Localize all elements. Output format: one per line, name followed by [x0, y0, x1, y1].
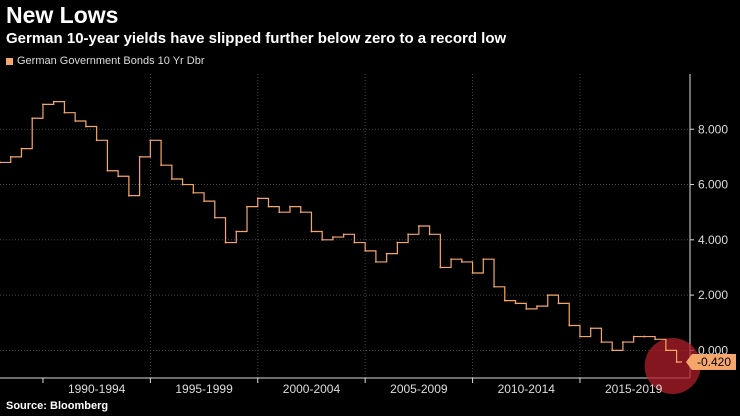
data-point: [289, 205, 291, 208]
data-point: [375, 261, 377, 263]
data-point: [471, 272, 474, 274]
data-point: [417, 225, 420, 227]
series-layer: [0, 100, 682, 363]
y-tick-label: 8.000: [698, 122, 728, 136]
data-point: [568, 324, 571, 327]
data-point: [138, 156, 141, 158]
data-point: [546, 294, 549, 296]
data-point: [95, 139, 98, 142]
data-point: [52, 100, 55, 103]
chart-subtitle: German 10-year yields have slipped furth…: [6, 30, 507, 47]
data-point: [20, 147, 23, 150]
y-tick-label: 0.000: [698, 343, 728, 357]
x-tick-label: 1995-1999: [175, 382, 233, 396]
last-value-box: [692, 353, 736, 370]
data-point: [74, 120, 77, 122]
data-point: [664, 349, 667, 352]
data-point: [9, 156, 12, 158]
data-point: [63, 111, 66, 114]
data-point: [127, 194, 130, 197]
x-tick-label: 2015-2019: [605, 382, 663, 396]
chart-title: New Lows: [6, 2, 119, 28]
data-point: [0, 161, 1, 164]
axes: [0, 74, 694, 383]
data-point: [525, 308, 528, 310]
last-value-pointer: [686, 353, 692, 370]
last-value-text: -0.420: [697, 355, 731, 369]
data-point: [213, 216, 216, 219]
x-tick-label: 2010-2014: [498, 382, 556, 396]
x-tick-label: 2005-2009: [390, 382, 448, 396]
gridlines: [0, 74, 690, 378]
y-tick-label: 2.000: [698, 288, 728, 302]
data-point: [622, 341, 624, 343]
data-point: [203, 200, 205, 203]
data-point: [654, 338, 657, 341]
data-point: [450, 258, 452, 261]
y-tick-labels: 8.000 6.000 4.000 2.000 0.000: [698, 122, 728, 357]
data-point: [589, 327, 592, 330]
data-point: [460, 261, 463, 263]
record-low-highlight: [644, 337, 701, 394]
data-point: [611, 349, 614, 352]
data-point: [342, 233, 345, 236]
data-point: [117, 175, 120, 178]
legend-label: German Government Bonds 10 Yr Dbr: [17, 55, 205, 67]
data-point: [536, 305, 538, 308]
data-point: [224, 241, 227, 244]
data-point: [42, 103, 44, 106]
data-point: [385, 252, 388, 255]
data-point: [85, 125, 87, 128]
source-note: Source: Bloomberg: [6, 400, 109, 412]
last-value-label: -0.420: [686, 353, 736, 370]
data-point: [439, 266, 442, 269]
x-tick-label: 1990-1994: [68, 382, 126, 396]
data-point: [643, 335, 646, 338]
data-point: [181, 183, 184, 186]
legend-swatch: [6, 57, 13, 65]
data-point: [310, 230, 313, 233]
y-tick-label: 4.000: [698, 233, 728, 247]
data-point: [503, 299, 506, 302]
data-point: [321, 238, 324, 241]
data-point: [235, 230, 238, 233]
data-point: [482, 258, 485, 261]
x-tick-labels: 1990-1994 1995-1999 2000-2004 2005-2009 2010…: [68, 382, 663, 396]
x-tick-label: 2000-2004: [283, 382, 341, 396]
data-point: [267, 205, 270, 208]
data-point: [106, 169, 109, 172]
data-point: [396, 241, 399, 244]
data-point: [31, 117, 34, 120]
record-low-circle: [644, 337, 701, 394]
data-point: [579, 335, 581, 338]
data-point: [353, 241, 356, 244]
data-point: [299, 211, 302, 214]
data-point: [428, 233, 431, 236]
data-point: [675, 361, 678, 363]
data-point: [364, 249, 367, 252]
series-line: [0, 101, 682, 363]
y-tick-label: 6.000: [698, 178, 728, 192]
data-point: [600, 341, 603, 343]
data-point: [514, 302, 517, 305]
data-point: [407, 233, 410, 236]
data-point: [192, 191, 195, 194]
data-point: [170, 178, 173, 180]
data-point: [493, 285, 495, 288]
data-point: [332, 236, 334, 238]
legend: German Government Bonds 10 Yr Dbr: [6, 55, 205, 67]
data-point: [278, 211, 281, 214]
data-point: [149, 139, 152, 142]
data-point: [246, 205, 248, 208]
data-point: [557, 302, 560, 305]
data-point: [632, 335, 635, 338]
data-point: [160, 164, 163, 167]
data-point: [256, 197, 259, 200]
